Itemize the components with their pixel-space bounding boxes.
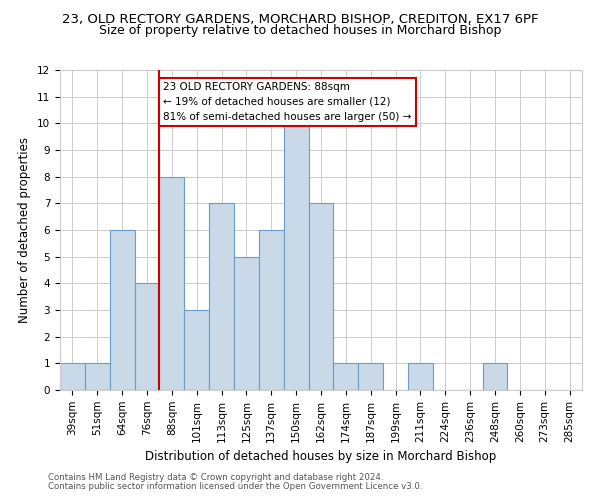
Bar bbox=[334, 364, 358, 390]
Bar bbox=[110, 230, 134, 390]
X-axis label: Distribution of detached houses by size in Morchard Bishop: Distribution of detached houses by size … bbox=[145, 450, 497, 463]
Bar bbox=[134, 284, 160, 390]
Text: 23 OLD RECTORY GARDENS: 88sqm
← 19% of detached houses are smaller (12)
81% of s: 23 OLD RECTORY GARDENS: 88sqm ← 19% of d… bbox=[163, 82, 412, 122]
Bar bbox=[482, 364, 508, 390]
Bar bbox=[234, 256, 259, 390]
Text: Contains HM Land Registry data © Crown copyright and database right 2024.: Contains HM Land Registry data © Crown c… bbox=[48, 474, 383, 482]
Bar bbox=[408, 364, 433, 390]
Bar bbox=[60, 364, 85, 390]
Bar bbox=[184, 310, 209, 390]
Bar bbox=[259, 230, 284, 390]
Text: Contains public sector information licensed under the Open Government Licence v3: Contains public sector information licen… bbox=[48, 482, 422, 491]
Bar bbox=[308, 204, 334, 390]
Text: 23, OLD RECTORY GARDENS, MORCHARD BISHOP, CREDITON, EX17 6PF: 23, OLD RECTORY GARDENS, MORCHARD BISHOP… bbox=[62, 12, 538, 26]
Bar bbox=[358, 364, 383, 390]
Bar bbox=[284, 124, 308, 390]
Bar bbox=[160, 176, 184, 390]
Bar bbox=[209, 204, 234, 390]
Text: Size of property relative to detached houses in Morchard Bishop: Size of property relative to detached ho… bbox=[99, 24, 501, 37]
Bar bbox=[85, 364, 110, 390]
Y-axis label: Number of detached properties: Number of detached properties bbox=[19, 137, 31, 323]
